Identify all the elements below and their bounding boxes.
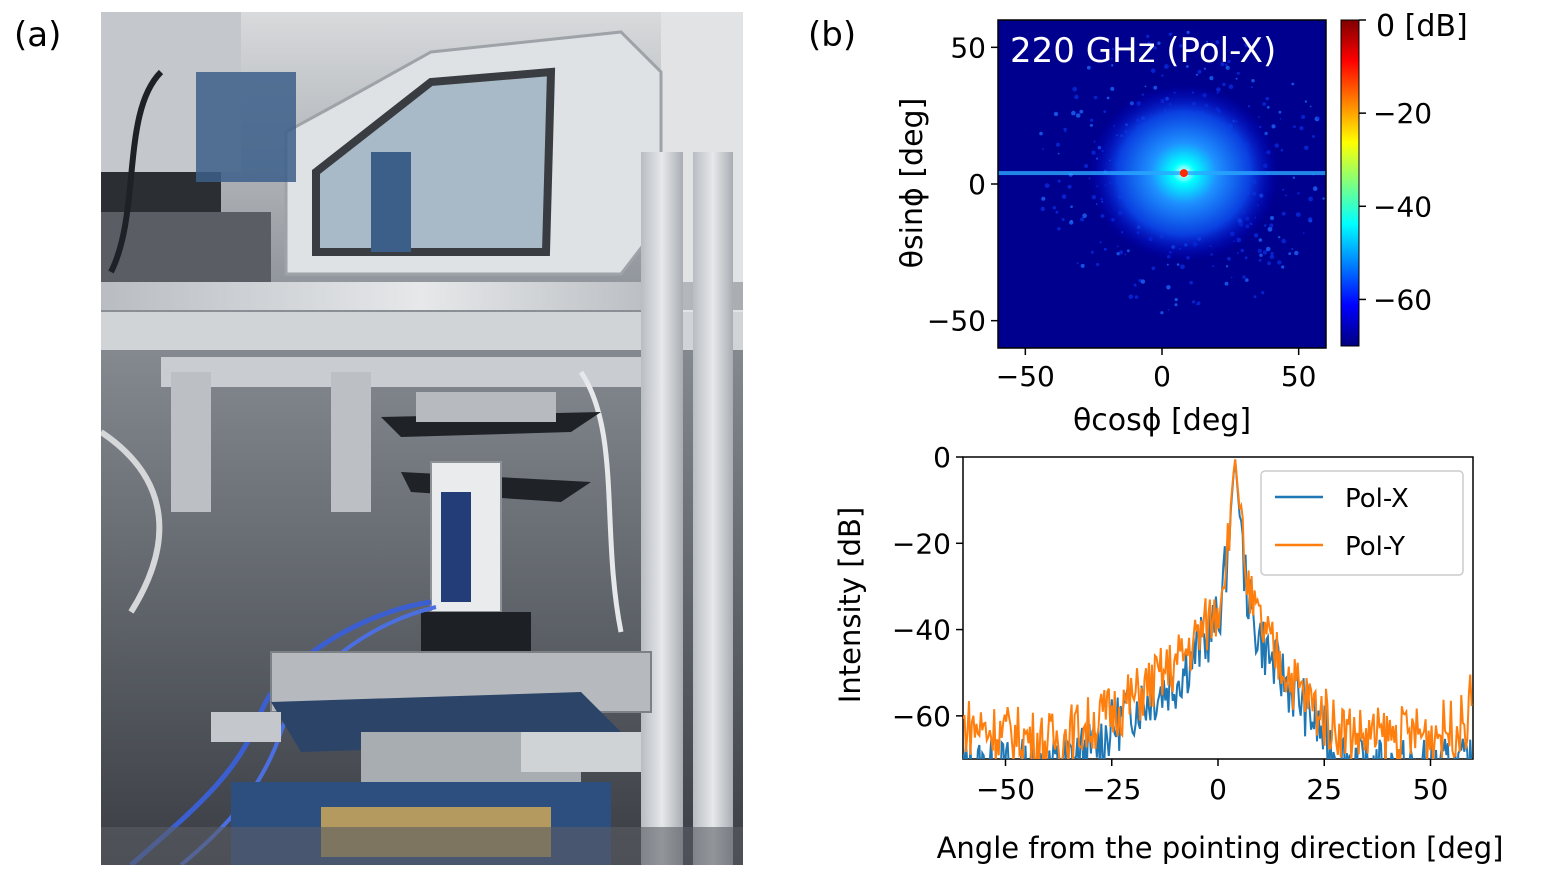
- heatmap-y-ticks: −50 0 50: [927, 31, 998, 338]
- line-y-tick-label: −20: [892, 527, 951, 560]
- heatmap-x-tick-label: 50: [1281, 360, 1317, 393]
- line-x-tick-label: −50: [976, 773, 1035, 806]
- heatmap-y-tick-label: −50: [927, 305, 986, 338]
- colorbar-label: 0 [dB]: [1376, 9, 1468, 44]
- heatmap-y-axis-label: θsinϕ [deg]: [895, 98, 930, 269]
- line-x-ticks: −50 −25 0 25 50: [976, 759, 1448, 806]
- line-chart: −50 −25 0 25 50 0 −20 −40 −60 Angle from the po…: [833, 441, 1504, 865]
- legend-entry: Pol-Y: [1345, 532, 1405, 562]
- line-chart-series: [963, 459, 1473, 759]
- photo-illustration: [101, 12, 743, 865]
- line-y-tick-label: 0: [933, 441, 951, 474]
- colorbar-tick-label: −60: [1373, 283, 1432, 316]
- heatmap-x-tick-label: −50: [996, 360, 1055, 393]
- line-y-axis-label: Intensity [dB]: [833, 507, 867, 703]
- line-x-tick-label: −25: [1082, 773, 1141, 806]
- panel-label-a: (a): [14, 15, 62, 55]
- panel-label-b: (b): [808, 15, 857, 55]
- colorbar-tick-label: −40: [1373, 190, 1432, 223]
- line-y-tick-label: −40: [892, 614, 951, 647]
- legend-entry: Pol-X: [1345, 484, 1409, 514]
- heatmap-y-tick-label: 50: [950, 31, 986, 64]
- heatmap-peak: [1179, 169, 1188, 178]
- heatmap-chart: 220 GHz (Pol-X) −50 0 50 −50 0 50 θcosϕ [deg…: [895, 9, 1468, 438]
- line-x-tick-label: 50: [1413, 773, 1449, 806]
- heatmap-y-tick-label: 0: [968, 168, 986, 201]
- series-line-pol-y: [963, 459, 1473, 759]
- heatmap-horizontal-streak: [998, 171, 1326, 176]
- heatmap-x-ticks: −50 0 50: [996, 348, 1317, 393]
- line-legend: Pol-X Pol-Y: [1260, 470, 1464, 576]
- line-x-axis-label: Angle from the pointing direction [deg]: [937, 831, 1504, 865]
- measurement-setup-photo: [101, 12, 743, 865]
- line-y-tick-label: −60: [892, 700, 951, 733]
- colorbar-ticks: −20 −40 −60: [1359, 19, 1432, 316]
- colorbar: [1340, 19, 1360, 347]
- heatmap-x-axis-label: θcosϕ [deg]: [1073, 403, 1251, 438]
- line-x-tick-label: 25: [1306, 773, 1342, 806]
- heatmap-x-tick-label: 0: [1153, 360, 1171, 393]
- heatmap-title: 220 GHz (Pol-X): [1010, 31, 1276, 71]
- line-y-ticks: 0 −20 −40 −60: [892, 441, 963, 733]
- colorbar-tick-label: −20: [1373, 97, 1432, 130]
- line-x-tick-label: 0: [1209, 773, 1227, 806]
- heatmap-plot-area: [997, 19, 1327, 349]
